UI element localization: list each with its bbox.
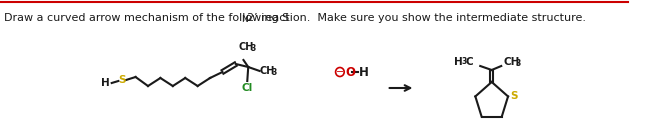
- Text: S: S: [510, 91, 517, 101]
- Text: H: H: [101, 78, 110, 88]
- Text: Draw a curved arrow mechanism of the following S: Draw a curved arrow mechanism of the fol…: [4, 13, 289, 23]
- Text: C: C: [466, 57, 474, 67]
- Text: 3: 3: [461, 57, 467, 66]
- Text: 3: 3: [271, 68, 276, 77]
- Text: H: H: [455, 57, 463, 67]
- Text: CH: CH: [503, 57, 520, 67]
- Text: S: S: [118, 75, 126, 85]
- Text: −: −: [336, 67, 344, 77]
- Text: N: N: [241, 15, 248, 25]
- Text: 3: 3: [516, 59, 521, 68]
- Text: O: O: [345, 66, 355, 79]
- Text: H: H: [359, 66, 368, 79]
- Text: 2’ reaction.  Make sure you show the intermediate structure.: 2’ reaction. Make sure you show the inte…: [247, 13, 586, 23]
- Text: CH: CH: [260, 66, 275, 76]
- Text: 3: 3: [250, 44, 255, 53]
- Text: CH: CH: [239, 42, 254, 52]
- Text: Cl: Cl: [241, 83, 253, 93]
